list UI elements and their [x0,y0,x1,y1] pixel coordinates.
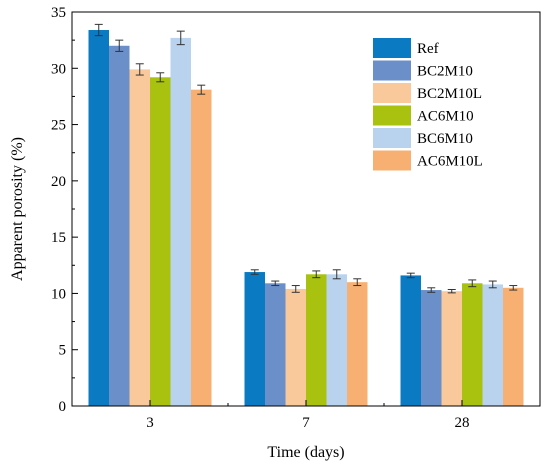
legend-swatch [373,60,411,81]
legend-swatch [373,128,411,148]
bar [503,287,524,406]
legend: Ref BC2M10 BC2M10L AC6M10 BC6M10 AC6M10L [373,38,483,171]
bar [244,272,265,406]
bar [306,274,327,406]
bar [441,291,462,406]
bar [150,77,171,406]
legend-swatch [373,105,411,126]
x-tick-label: 3 [146,415,154,431]
bar [88,30,109,407]
legend-label: BC2M10 [417,64,473,80]
x-tick-label: 28 [455,415,470,431]
y-axis-ticks: 0 5 10 15 20 25 30 35 [51,5,78,415]
y-tick-label: 20 [51,174,66,190]
bar [421,290,442,406]
bar [347,282,368,406]
legend-swatch [373,83,411,103]
y-tick-label: 25 [51,118,66,134]
x-tick-label: 7 [302,415,310,431]
bar [482,284,503,406]
bar [326,274,347,406]
bar [170,37,191,407]
y-tick-label: 30 [51,61,66,77]
bar [285,288,306,406]
error-bars-layer [94,23,518,294]
x-axis-ticks: 3 7 28 [146,400,470,431]
x-axis-title: Time (days) [267,444,344,461]
bar [109,45,130,407]
y-tick-label: 35 [51,5,66,21]
bar [400,275,421,406]
legend-label: AC6M10L [417,154,483,170]
legend-label: BC6M10 [417,131,473,147]
y-tick-label: 10 [51,286,66,302]
bar [462,283,483,406]
y-tick-label: 5 [59,343,67,359]
legend-swatch [373,150,411,171]
bar [129,69,150,406]
bars-layer [88,30,524,407]
legend-label: AC6M10 [417,109,474,125]
y-tick-label: 0 [59,399,67,415]
legend-swatch [373,38,411,58]
legend-label: BC2M10L [417,86,482,102]
bar [265,283,286,406]
y-axis-title: Apparent porosity (%) [9,137,26,281]
bar [191,89,212,406]
legend-label: Ref [417,41,439,57]
y-tick-label: 15 [51,230,66,246]
